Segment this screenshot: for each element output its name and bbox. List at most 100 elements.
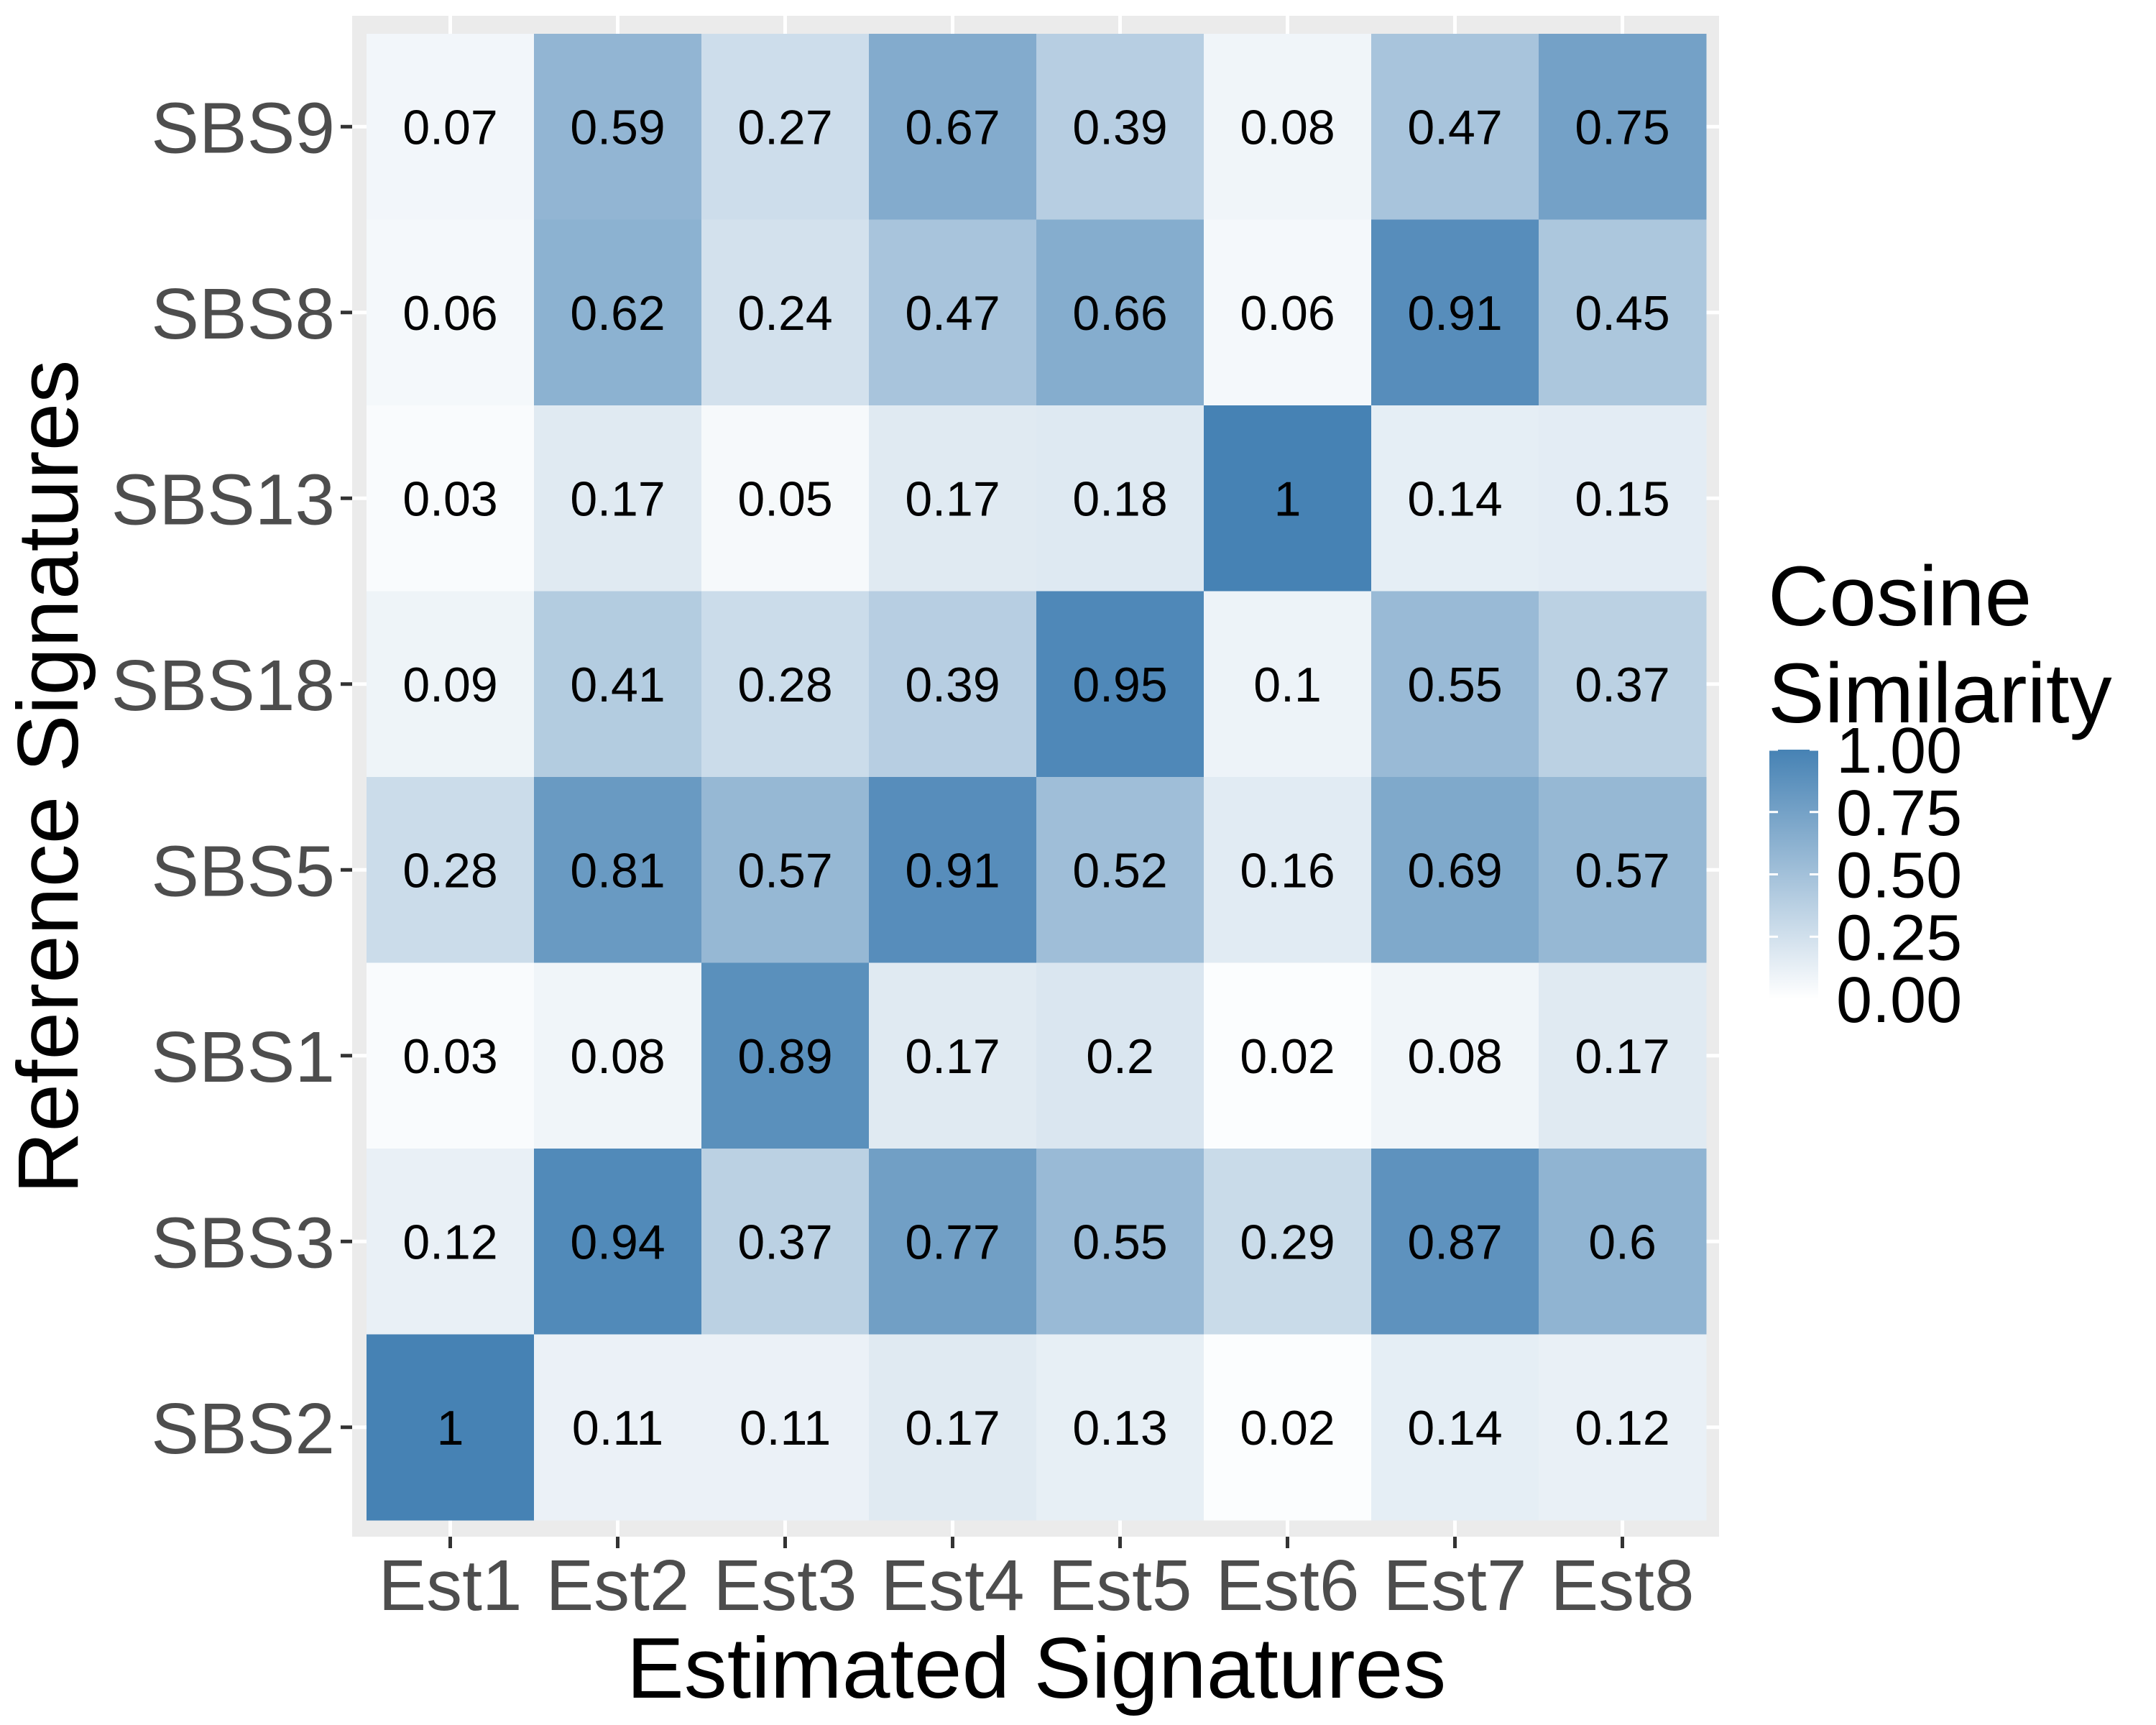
heatmap-cell: [1539, 962, 1707, 1149]
heatmap-cell: [1036, 591, 1204, 778]
heatmap-cell: [534, 777, 702, 963]
heatmap-cell: [1036, 777, 1204, 963]
heatmap-cell: [1539, 219, 1707, 406]
cell-value-label: 0.28: [402, 843, 497, 898]
heatmap-cell: [701, 591, 870, 778]
cell-value-label: 0.03: [402, 472, 497, 526]
heatmap-cell: [869, 777, 1037, 963]
cell-value-label: 0.15: [1575, 472, 1669, 526]
legend-tick-label: 0.25: [1836, 902, 1962, 974]
cell-value-label: 0.67: [905, 100, 1000, 155]
legend-tick-label: 0.00: [1836, 965, 1962, 1036]
legend-title-line-2: Similarity: [1768, 646, 2112, 741]
cell-value-label: 0.2: [1086, 1029, 1154, 1084]
heatmap-cell: [1036, 962, 1204, 1149]
cell-value-label: 0.52: [1072, 843, 1167, 898]
x-tick-label: Est1: [378, 1545, 522, 1626]
heatmap-cell: [534, 1334, 702, 1521]
cell-value-label: 0.55: [1407, 658, 1502, 712]
cell-value-label: 0.81: [570, 843, 665, 898]
heatmap-cell: [1036, 1149, 1204, 1335]
x-axis-title: Estimated Signatures: [627, 1620, 1447, 1716]
cell-value-label: 0.45: [1575, 286, 1669, 341]
heatmap-cell: [869, 219, 1037, 406]
cell-value-label: 0.17: [905, 472, 1000, 526]
cell-value-label: 0.95: [1072, 658, 1167, 712]
heatmap-cell: [1539, 405, 1707, 592]
heatmap-cell: [367, 962, 535, 1149]
cell-value-label: 0.57: [1575, 843, 1669, 898]
cell-value-label: 0.02: [1240, 1401, 1335, 1455]
cell-value-label: 0.37: [1575, 658, 1669, 712]
heatmap-cell: [1036, 34, 1204, 220]
y-tick-label: SBS1: [151, 1017, 335, 1098]
heatmap-cell: [1371, 1149, 1539, 1335]
heatmap-cell: [1539, 1334, 1707, 1521]
x-tick-label: Est2: [545, 1545, 689, 1626]
cell-value-label: 0.55: [1072, 1215, 1167, 1269]
x-tick-label: Est7: [1383, 1545, 1526, 1626]
cell-value-label: 0.06: [402, 286, 497, 341]
cell-value-label: 0.18: [1072, 472, 1167, 526]
legend-title-line-1: Cosine: [1768, 549, 2032, 644]
heatmap-cell: [367, 34, 535, 220]
heatmap-cell: [1204, 1149, 1372, 1335]
heatmap-cell: [1204, 405, 1372, 592]
heatmap-cell: [534, 405, 702, 592]
cell-value-label: 0.09: [402, 658, 497, 712]
heatmap-cell: [701, 777, 870, 963]
legend-tick-label: 1.00: [1836, 715, 1962, 787]
heatmap-cell: [1204, 777, 1372, 963]
legend-tick-label: 0.50: [1836, 840, 1962, 912]
cell-value-label: 0.6: [1588, 1215, 1657, 1269]
heatmap-cell: [534, 34, 702, 220]
cell-value-label: 0.16: [1240, 843, 1335, 898]
heatmap-cell: [1371, 34, 1539, 220]
heatmap-cell: [701, 1149, 870, 1335]
cell-value-label: 0.07: [402, 100, 497, 155]
cell-value-label: 0.12: [402, 1215, 497, 1269]
cell-value-label: 0.08: [1240, 100, 1335, 155]
cell-value-label: 0.89: [737, 1029, 832, 1084]
heatmap-cell: [367, 591, 535, 778]
heatmap-cell: [1371, 405, 1539, 592]
heatmap-cell: [534, 591, 702, 778]
heatmap-cell: [534, 962, 702, 1149]
cell-value-label: 0.11: [572, 1401, 663, 1455]
cell-value-label: 0.41: [570, 658, 665, 712]
cell-value-label: 1: [437, 1401, 464, 1455]
cell-value-label: 0.13: [1072, 1401, 1167, 1455]
heatmap-cell: [701, 34, 870, 220]
cell-value-label: 0.59: [570, 100, 665, 155]
cell-value-label: 0.47: [1407, 100, 1502, 155]
heatmap-cell: [367, 219, 535, 406]
heatmap-cell: [1539, 1149, 1707, 1335]
x-tick-label: Est4: [880, 1545, 1024, 1626]
cell-value-label: 0.75: [1575, 100, 1669, 155]
cell-value-label: 0.17: [570, 472, 665, 526]
cell-value-label: 0.77: [905, 1215, 1000, 1269]
cell-value-label: 0.62: [570, 286, 665, 341]
cell-value-label: 0.1: [1253, 658, 1322, 712]
cell-value-label: 0.39: [905, 658, 1000, 712]
cell-value-label: 0.87: [1407, 1215, 1502, 1269]
x-tick-label: Est6: [1215, 1545, 1359, 1626]
heatmap-cell: [701, 405, 870, 592]
cell-value-label: 0.14: [1407, 472, 1502, 526]
heatmap-cell: [1371, 219, 1539, 406]
cell-value-label: 0.02: [1240, 1029, 1335, 1084]
cell-value-label: 0.29: [1240, 1215, 1335, 1269]
legend-ticks: 1.000.750.500.250.00: [1769, 715, 1962, 1036]
heatmap-cell: [869, 34, 1037, 220]
cell-value-label: 0.69: [1407, 843, 1502, 898]
heatmap-cell: [1371, 962, 1539, 1149]
heatmap-cell: [534, 1149, 702, 1335]
cell-value-label: 0.39: [1072, 100, 1167, 155]
cell-value-label: 0.17: [905, 1029, 1000, 1084]
heatmap-cell: [1036, 1334, 1204, 1521]
cell-value-label: 0.06: [1240, 286, 1335, 341]
heatmap-cell: [1539, 591, 1707, 778]
cell-value-label: 0.94: [570, 1215, 665, 1269]
cell-value-label: 0.28: [737, 658, 832, 712]
heatmap-cell: [869, 1334, 1037, 1521]
